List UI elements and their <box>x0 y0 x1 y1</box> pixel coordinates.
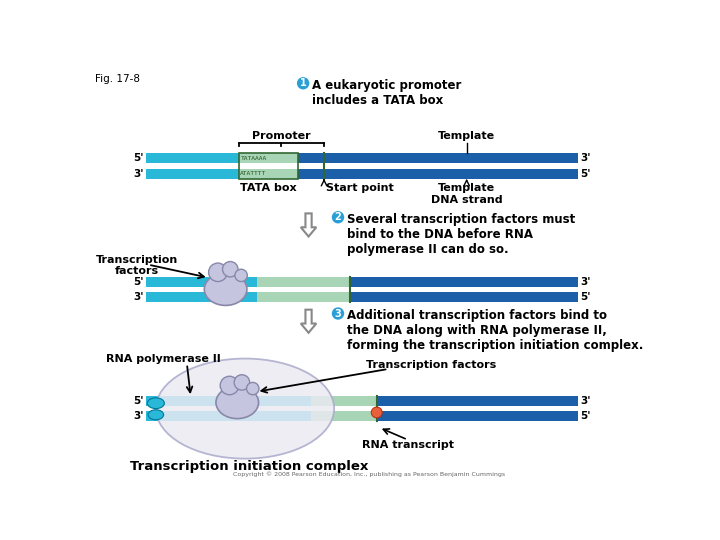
Bar <box>145 292 256 302</box>
Text: 3': 3' <box>580 153 591 164</box>
Bar <box>350 276 578 287</box>
Bar <box>256 276 350 287</box>
Text: 5': 5' <box>133 276 143 287</box>
Text: TATA box: TATA box <box>240 184 297 193</box>
Text: 3': 3' <box>133 411 143 421</box>
Circle shape <box>209 263 228 281</box>
Circle shape <box>220 376 239 395</box>
Text: Template: Template <box>438 131 495 141</box>
Text: 5': 5' <box>133 396 143 406</box>
Ellipse shape <box>156 359 334 458</box>
Ellipse shape <box>148 398 164 409</box>
Bar <box>239 153 297 164</box>
Bar <box>297 168 578 179</box>
Text: Promoter: Promoter <box>252 131 311 141</box>
Bar <box>145 168 239 179</box>
Bar <box>145 153 239 164</box>
Text: Start point: Start point <box>325 184 393 193</box>
Text: 3': 3' <box>580 276 591 287</box>
Bar <box>145 396 311 406</box>
Bar <box>297 153 578 164</box>
Bar <box>377 396 578 406</box>
FancyArrow shape <box>301 309 316 333</box>
Bar <box>311 396 377 406</box>
Bar <box>350 292 578 302</box>
Bar <box>256 292 350 302</box>
Text: 5': 5' <box>580 411 591 421</box>
Text: Several transcription factors must
bind to the DNA before RNA
polymerase II can : Several transcription factors must bind … <box>347 213 575 255</box>
Text: Transcription factors: Transcription factors <box>366 360 496 370</box>
Text: TATAAAA: TATAAAA <box>240 156 266 161</box>
Text: 5': 5' <box>580 292 591 302</box>
Text: RNA transcript: RNA transcript <box>361 440 454 450</box>
Circle shape <box>297 77 310 90</box>
Bar <box>377 411 578 421</box>
Text: 5': 5' <box>133 153 143 164</box>
FancyArrow shape <box>301 213 316 237</box>
Text: A eukaryotic promoter
includes a TATA box: A eukaryotic promoter includes a TATA bo… <box>312 79 462 107</box>
Circle shape <box>372 407 382 418</box>
Text: Transcription
factors: Transcription factors <box>95 254 178 276</box>
Text: 3': 3' <box>580 396 591 406</box>
Text: 1: 1 <box>300 78 307 88</box>
Text: 3': 3' <box>133 292 143 302</box>
Text: Transcription initiation complex: Transcription initiation complex <box>130 460 368 473</box>
Ellipse shape <box>204 273 247 306</box>
Circle shape <box>332 307 344 320</box>
Bar <box>239 153 297 179</box>
Circle shape <box>332 211 344 224</box>
Ellipse shape <box>216 386 258 418</box>
Text: 2: 2 <box>335 212 341 222</box>
Text: 3: 3 <box>335 308 341 319</box>
Text: ATATTTT: ATATTTT <box>240 171 266 176</box>
Circle shape <box>234 375 250 390</box>
Text: Fig. 17-8: Fig. 17-8 <box>96 74 140 84</box>
Bar <box>145 276 256 287</box>
Text: RNA polymerase II: RNA polymerase II <box>107 354 221 364</box>
Circle shape <box>235 269 248 281</box>
Text: 3': 3' <box>133 169 143 179</box>
Text: Additional transcription factors bind to
the DNA along with RNA polymerase II,
f: Additional transcription factors bind to… <box>347 309 644 352</box>
Circle shape <box>222 261 238 277</box>
Text: 5': 5' <box>580 169 591 179</box>
Bar <box>239 168 297 179</box>
Text: Copyright © 2008 Pearson Education, Inc., publishing as Pearson Benjamin Cumming: Copyright © 2008 Pearson Education, Inc.… <box>233 471 505 477</box>
Bar <box>145 411 311 421</box>
Bar <box>311 411 377 421</box>
Ellipse shape <box>148 410 163 420</box>
Circle shape <box>246 382 259 395</box>
Text: Template
DNA strand: Template DNA strand <box>431 184 503 205</box>
